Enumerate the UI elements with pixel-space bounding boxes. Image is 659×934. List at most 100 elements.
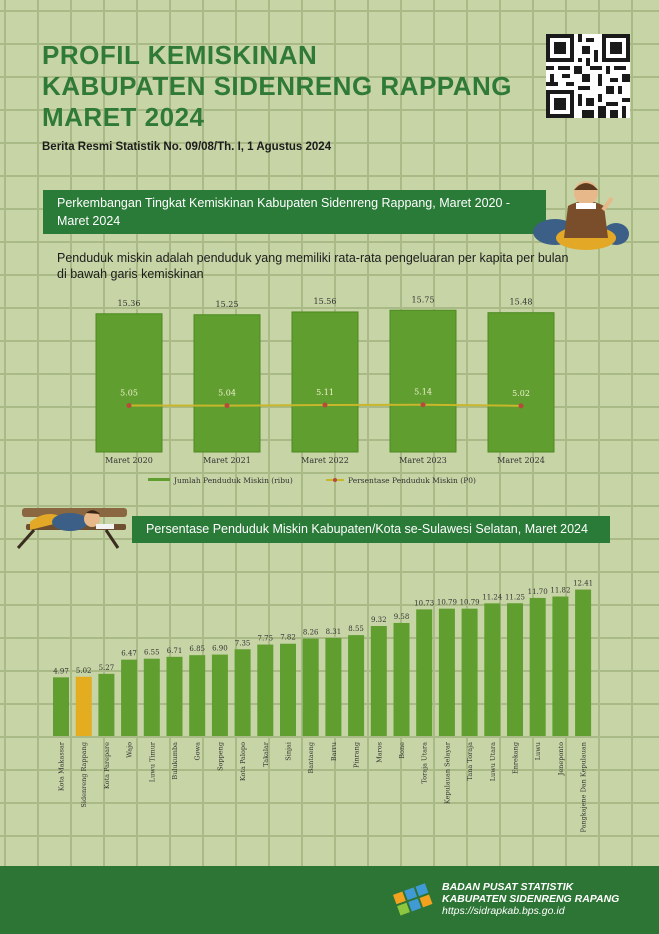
regency-bar-label: 8.31 (326, 628, 342, 636)
regency-bar (370, 626, 387, 736)
trend-bar-label: 15.25 (216, 300, 239, 309)
regency-bar-label: 11.25 (505, 593, 525, 601)
regency-bar (280, 643, 296, 736)
title-line-1: PROFIL KEMISKINAN (42, 40, 318, 70)
footer-org-line2: KABUPATEN SIDENRENG RAPANG (442, 893, 620, 905)
trend-x-label: Maret 2024 (497, 456, 545, 465)
regency-x-label: Soppeng (216, 742, 224, 771)
regency-bar-label: 10.79 (460, 599, 480, 607)
regency-bar-label: 7.75 (258, 635, 274, 643)
regency-bar (257, 644, 274, 736)
trend-bar (291, 311, 359, 453)
regency-bar-label: 8.26 (303, 629, 319, 637)
trend-x-label: Maret 2021 (203, 456, 251, 465)
footer-url[interactable]: https://sidrapkab.bps.go.id (442, 905, 565, 917)
percent-point (322, 402, 328, 408)
regency-bar-label: 6.47 (121, 650, 137, 658)
percent-point-label: 5.11 (316, 388, 334, 397)
regency-bar-label: 11.24 (482, 593, 503, 601)
regency-bar (302, 638, 319, 736)
trend-bar-label: 15.48 (510, 298, 533, 307)
trend-x-label: Maret 2023 (399, 456, 447, 465)
regency-x-label: Luwu (534, 742, 542, 760)
legend-swatch-bars (148, 478, 170, 481)
regency-bar-label: 11.70 (528, 588, 548, 596)
regency-x-label: Jeneponto (557, 742, 565, 776)
regency-x-label: Kepulauan Selayar (443, 741, 451, 804)
regency-x-label: Luwu Utara (489, 742, 497, 781)
trend-bar (193, 314, 261, 453)
regency-bar-label: 4.97 (53, 667, 69, 675)
regency-x-label: Tana Toraja (466, 742, 474, 781)
regency-bar (234, 649, 251, 736)
regency-bar (393, 622, 410, 736)
regency-bar-label: 9.32 (371, 616, 387, 624)
bps-logo-icon (392, 883, 433, 916)
section2-banner: Persentase Penduduk Miskin Kabupaten/Kot… (132, 516, 610, 543)
regency-x-label: Kota Parepare (103, 742, 111, 789)
regency-bar (143, 658, 160, 736)
title-line-2: KABUPATEN SIDENRENG RAPPANG (42, 71, 512, 101)
trend-bar-label: 15.36 (118, 299, 141, 308)
trend-bar (487, 312, 555, 453)
regency-bar (121, 659, 138, 736)
regency-x-label: Luwu Timur (148, 741, 156, 782)
regency-bar (211, 654, 228, 736)
regency-x-label: Pangkajene Dan Kepulauan (580, 742, 588, 833)
trend-bar (95, 313, 163, 453)
trend-x-label: Maret 2020 (105, 456, 153, 465)
regency-x-label: Pinrang (353, 742, 361, 768)
legend-swatch-point (333, 478, 337, 482)
regency-bar (529, 597, 546, 736)
regency-x-label: Bantaeng (307, 742, 315, 774)
legend-label-line: Persentase Penduduk Miskin (P0) (348, 476, 476, 485)
regency-x-label: Sinjai (285, 742, 293, 761)
title-line-3: MARET 2024 (42, 102, 205, 132)
regency-bar-label: 6.55 (144, 649, 160, 657)
trend-bar (389, 309, 457, 453)
regency-bar (348, 635, 365, 736)
percent-point (224, 403, 230, 409)
trend-bar-label: 15.56 (314, 297, 337, 306)
footer (0, 866, 659, 934)
percent-point (126, 403, 132, 409)
regency-x-label: Kota Palopo (239, 742, 247, 781)
qr-code-icon (546, 34, 630, 118)
regency-x-label: Sidenreng Rappang (80, 742, 88, 808)
section1-banner: Perkembangan Tingkat Kemiskinan Kabupate… (43, 190, 546, 234)
regency-bar-label: 8.55 (348, 625, 364, 633)
regency-x-label: Barru (330, 742, 338, 761)
footer-org: BADAN PUSAT STATISTIK KABUPATEN SIDENREN… (442, 881, 619, 917)
legend-label-bars: Jumlah Penduduk Miskin (ribu) (173, 476, 293, 485)
trend-x-label: Maret 2022 (301, 456, 349, 465)
regency-x-label: Toraja Utara (421, 742, 429, 784)
regency-x-label: Gowa (194, 742, 202, 761)
regency-x-label: Wajo (126, 742, 134, 758)
release-subtitle: Berita Resmi Statistik No. 09/08/Th. I, … (42, 141, 332, 153)
percent-point-label: 5.04 (218, 389, 236, 398)
regency-bar-label: 11.82 (550, 587, 570, 595)
percent-point-label: 5.14 (414, 388, 432, 397)
regency-bar (75, 676, 92, 736)
regency-x-label: Bulukumba (171, 742, 179, 780)
regency-bar (507, 603, 523, 736)
trend-bar-label: 15.75 (412, 295, 435, 304)
regency-bar (189, 655, 206, 736)
percent-point (518, 403, 524, 409)
regency-bar (461, 608, 478, 736)
footer-org-line1: BADAN PUSAT STATISTIK (442, 881, 574, 893)
regency-bar-label: 6.71 (167, 647, 183, 655)
regency-bar (552, 596, 569, 736)
percent-point-label: 5.02 (512, 389, 530, 398)
regency-bar-label: 6.90 (212, 645, 228, 653)
regency-bar-label: 5.27 (99, 664, 115, 672)
regency-bar-label: 10.73 (414, 599, 434, 607)
regency-bar (325, 637, 342, 736)
percent-point-label: 5.05 (120, 389, 138, 398)
regency-bar (438, 608, 455, 736)
regency-bar-label: 5.02 (76, 667, 92, 675)
regency-x-label: Bone (398, 742, 406, 759)
regency-bar-label: 7.35 (235, 639, 251, 647)
